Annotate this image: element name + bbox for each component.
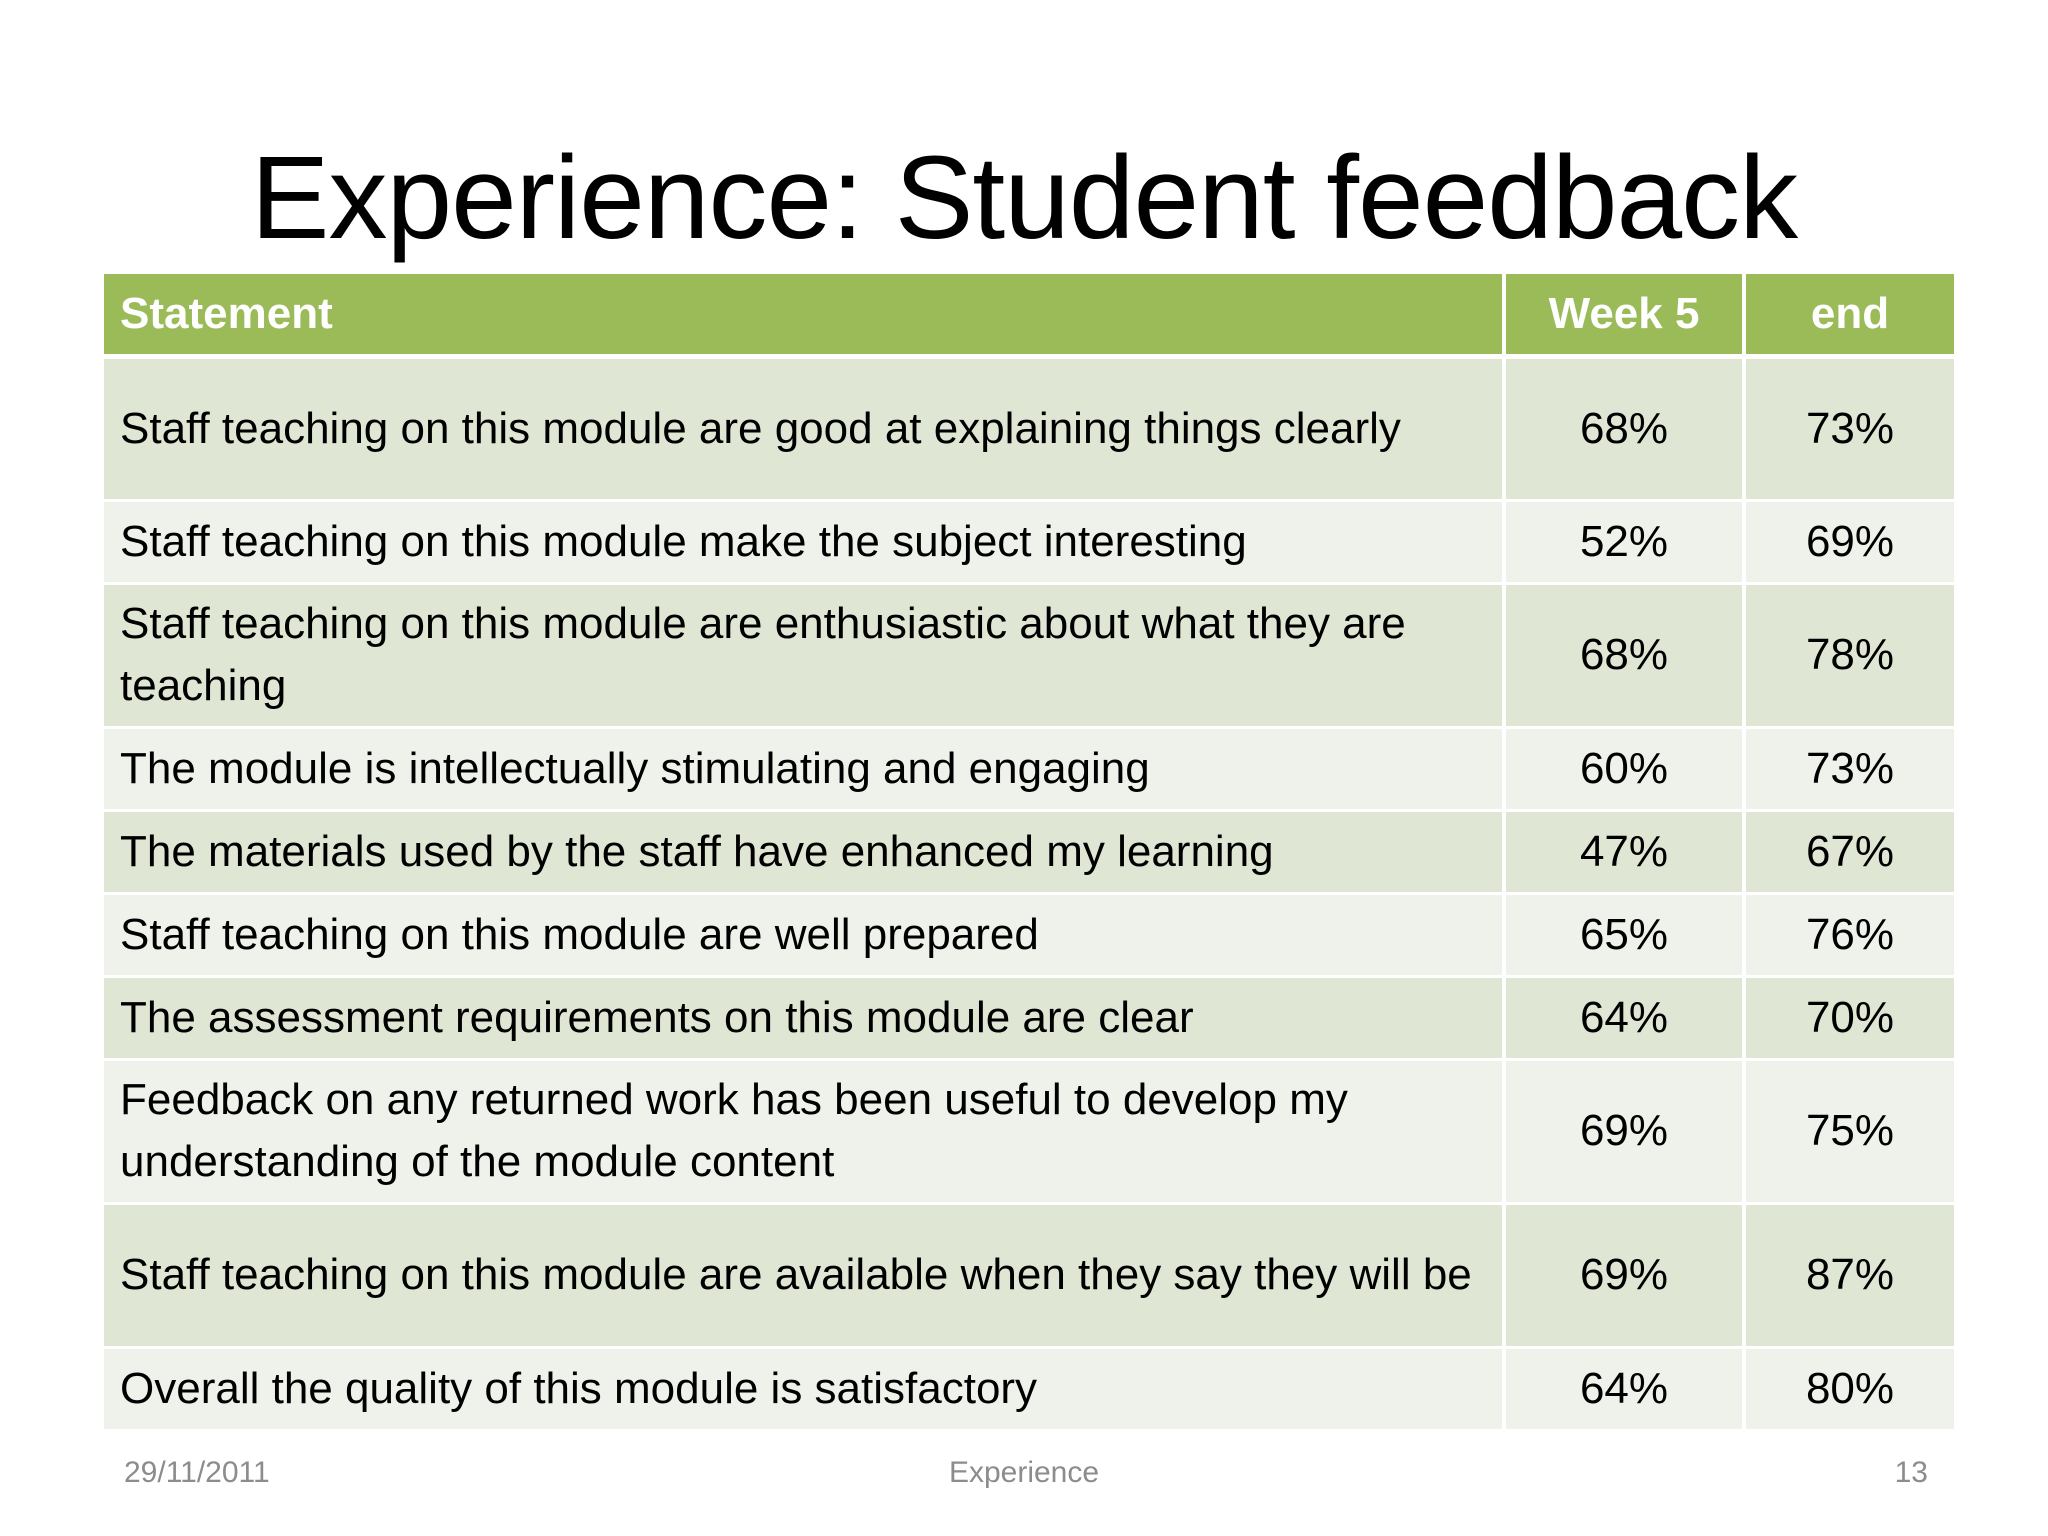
week5-cell: 69% <box>1502 1201 1746 1349</box>
table-row: Staff teaching on this module are good a… <box>104 354 1954 502</box>
end-cell: 73% <box>1742 725 1954 812</box>
statement-cell: The module is intellectually stimulating… <box>104 725 1506 812</box>
end-cell: 87% <box>1742 1201 1954 1349</box>
table-row: Staff teaching on this module are enthus… <box>104 581 1954 729</box>
statement-cell: The materials used by the staff have enh… <box>104 808 1506 895</box>
week5-cell: 69% <box>1502 1057 1746 1205</box>
statement-cell: Overall the quality of this module is sa… <box>104 1345 1506 1432</box>
end-cell: 67% <box>1742 808 1954 895</box>
footer-section: Experience <box>948 1456 1100 1489</box>
week5-cell: 68% <box>1502 354 1746 502</box>
statement-cell: The assessment requirements on this modu… <box>104 974 1506 1061</box>
end-cell: 75% <box>1742 1057 1954 1205</box>
end-cell: 78% <box>1742 581 1954 729</box>
week5-cell: 68% <box>1502 581 1746 729</box>
table-row: The materials used by the staff have enh… <box>104 808 1954 895</box>
header-end: end <box>1742 274 1954 359</box>
table-row: Feedback on any returned work has been u… <box>104 1057 1954 1205</box>
footer-date: 29/11/2011 <box>124 1456 270 1489</box>
statement-cell: Feedback on any returned work has been u… <box>104 1057 1506 1205</box>
table-row: Staff teaching on this module make the s… <box>104 498 1954 585</box>
end-cell: 69% <box>1742 498 1954 585</box>
table-row: The module is intellectually stimulating… <box>104 725 1954 812</box>
week5-cell: 65% <box>1502 891 1746 978</box>
table-header-row: Statement Week 5 end <box>104 274 1954 359</box>
table-row: Staff teaching on this module are availa… <box>104 1201 1954 1349</box>
week5-cell: 52% <box>1502 498 1746 585</box>
statement-cell: Staff teaching on this module are enthus… <box>104 581 1506 729</box>
statement-cell: Staff teaching on this module are good a… <box>104 354 1506 502</box>
end-cell: 70% <box>1742 974 1954 1061</box>
statement-cell: Staff teaching on this module are well p… <box>104 891 1506 978</box>
end-cell: 76% <box>1742 891 1954 978</box>
end-cell: 80% <box>1742 1345 1954 1432</box>
slide-title: Experience: Student feedback <box>250 132 1798 264</box>
table-row: The assessment requirements on this modu… <box>104 974 1954 1061</box>
table-row: Overall the quality of this module is sa… <box>104 1345 1954 1432</box>
end-cell: 73% <box>1742 354 1954 502</box>
footer-page-number: 13 <box>1894 1456 1928 1489</box>
week5-cell: 47% <box>1502 808 1746 895</box>
table-row: Staff teaching on this module are well p… <box>104 891 1954 978</box>
week5-cell: 64% <box>1502 974 1746 1061</box>
week5-cell: 60% <box>1502 725 1746 812</box>
statement-cell: Staff teaching on this module make the s… <box>104 498 1506 585</box>
week5-cell: 64% <box>1502 1345 1746 1432</box>
feedback-table: Statement Week 5 end Staff teaching on t… <box>104 274 1954 1432</box>
header-statement: Statement <box>104 274 1506 359</box>
statement-cell: Staff teaching on this module are availa… <box>104 1201 1506 1349</box>
header-week5: Week 5 <box>1502 274 1746 359</box>
